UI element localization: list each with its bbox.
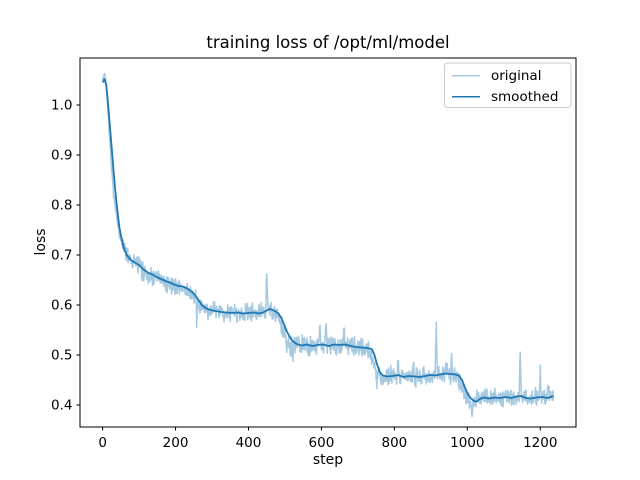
legend: original smoothed bbox=[444, 62, 572, 108]
smoothed-line-series bbox=[101, 78, 554, 403]
x-tick-label: 600 bbox=[309, 435, 335, 451]
x-tick-label: 800 bbox=[381, 435, 407, 451]
y-tick-label: 1.0 bbox=[51, 98, 72, 114]
x-axis-ticks: 0 200 400 600 800 1000 1200 bbox=[98, 427, 557, 451]
y-axis-label: loss bbox=[33, 228, 49, 255]
y-tick-label: 0.5 bbox=[51, 348, 72, 364]
y-tick-label: 0.6 bbox=[51, 298, 72, 314]
legend-label-original: original bbox=[491, 68, 541, 84]
plot-area bbox=[80, 58, 576, 427]
legend-label-smoothed: smoothed bbox=[491, 89, 558, 105]
x-tick-label: 1000 bbox=[450, 435, 484, 451]
x-tick-label: 200 bbox=[163, 435, 189, 451]
y-axis-ticks: 0.4 0.5 0.6 0.7 0.8 0.9 1.0 bbox=[51, 98, 80, 414]
x-tick-label: 400 bbox=[236, 435, 262, 451]
axes-spines bbox=[79, 57, 577, 428]
x-axis-label: step bbox=[313, 452, 343, 468]
y-tick-label: 0.7 bbox=[51, 248, 72, 264]
x-tick-label: 1200 bbox=[523, 435, 557, 451]
chart-title: training loss of /opt/ml/model bbox=[206, 33, 449, 52]
y-tick-label: 0.4 bbox=[51, 398, 72, 414]
y-tick-label: 0.8 bbox=[51, 198, 72, 214]
y-tick-label: 0.9 bbox=[51, 148, 72, 164]
x-tick-label: 0 bbox=[98, 435, 107, 451]
